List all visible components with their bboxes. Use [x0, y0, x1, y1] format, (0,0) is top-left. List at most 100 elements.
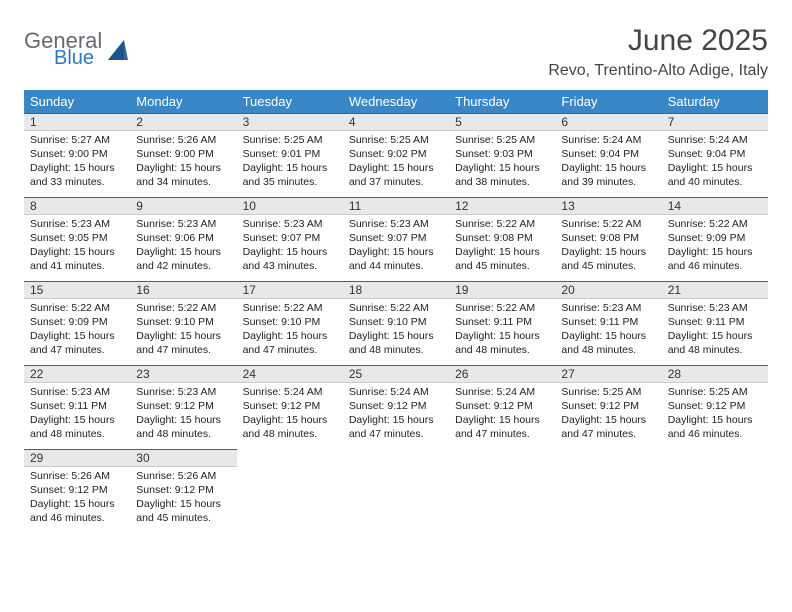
calendar-cell: 27 Sunrise: 5:25 AMSunset: 9:12 PMDayligh…	[555, 365, 661, 449]
sunrise-line: Sunrise: 5:22 AM	[349, 302, 443, 316]
sunrise-line: Sunrise: 5:23 AM	[30, 218, 124, 232]
sunrise-line: Sunrise: 5:25 AM	[561, 386, 655, 400]
daylight-line: Daylight: 15 hours and 47 minutes.	[243, 330, 337, 358]
day-number: 28	[662, 365, 768, 383]
daylight-line: Daylight: 15 hours and 43 minutes.	[243, 246, 337, 274]
day-details: Sunrise: 5:23 AMSunset: 9:11 PMDaylight:…	[662, 299, 768, 361]
sunrise-line: Sunrise: 5:23 AM	[136, 218, 230, 232]
sunset-line: Sunset: 9:06 PM	[136, 232, 230, 246]
sunrise-line: Sunrise: 5:23 AM	[668, 302, 762, 316]
calendar-cell: 18Sunrise: 5:22 AMSunset: 9:10 PMDayligh…	[343, 281, 449, 365]
calendar-cell: 9Sunrise: 5:23 AMSunset: 9:06 PMDaylight…	[130, 197, 236, 281]
day-number: 12	[449, 197, 555, 215]
sunrise-line: Sunrise: 5:22 AM	[455, 218, 549, 232]
daylight-line: Daylight: 15 hours and 48 minutes.	[455, 330, 549, 358]
sunrise-line: Sunrise: 5:23 AM	[561, 302, 655, 316]
sunrise-line: Sunrise: 5:26 AM	[136, 470, 230, 484]
day-number: 9	[130, 197, 236, 215]
daylight-line: Daylight: 15 hours and 47 minutes.	[561, 414, 655, 442]
sunrise-line: Sunrise: 5:22 AM	[668, 218, 762, 232]
day-number: 16	[130, 281, 236, 299]
sunset-line: Sunset: 9:12 PM	[136, 484, 230, 498]
day-number: 21	[662, 281, 768, 299]
sunset-line: Sunset: 9:00 PM	[136, 148, 230, 162]
day-number: 4	[343, 113, 449, 131]
daylight-line: Daylight: 15 hours and 39 minutes.	[561, 162, 655, 190]
sunrise-line: Sunrise: 5:23 AM	[136, 386, 230, 400]
sunset-line: Sunset: 9:07 PM	[349, 232, 443, 246]
sunset-line: Sunset: 9:11 PM	[455, 316, 549, 330]
sunrise-line: Sunrise: 5:22 AM	[243, 302, 337, 316]
day-number: 7	[662, 113, 768, 131]
daylight-line: Daylight: 15 hours and 47 minutes.	[349, 414, 443, 442]
day-number: 6	[555, 113, 661, 131]
daylight-line: Daylight: 15 hours and 47 minutes.	[30, 330, 124, 358]
day-details: Sunrise: 5:23 AMSunset: 9:07 PMDaylight:…	[343, 215, 449, 277]
calendar-cell: 24Sunrise: 5:24 AMSunset: 9:12 PMDayligh…	[237, 365, 343, 449]
sunrise-line: Sunrise: 5:22 AM	[561, 218, 655, 232]
sunset-line: Sunset: 9:09 PM	[30, 316, 124, 330]
sunrise-line: Sunrise: 5:23 AM	[349, 218, 443, 232]
day-number: 17	[237, 281, 343, 299]
day-details: Sunrise: 5:24 AMSunset: 9:04 PMDaylight:…	[662, 131, 768, 193]
day-details: Sunrise: 5:24 AMSunset: 9:12 PMDaylight:…	[343, 383, 449, 445]
sunset-line: Sunset: 9:04 PM	[668, 148, 762, 162]
sunset-line: Sunset: 9:12 PM	[243, 400, 337, 414]
calendar-cell	[343, 449, 449, 533]
day-number: 3	[237, 113, 343, 131]
calendar-cell: 14Sunrise: 5:22 AMSunset: 9:09 PMDayligh…	[662, 197, 768, 281]
sunset-line: Sunset: 9:12 PM	[30, 484, 124, 498]
day-details: Sunrise: 5:22 AMSunset: 9:11 PMDaylight:…	[449, 299, 555, 361]
day-number: 25	[343, 365, 449, 383]
daylight-line: Daylight: 15 hours and 48 minutes.	[561, 330, 655, 358]
daylight-line: Daylight: 15 hours and 48 minutes.	[668, 330, 762, 358]
day-details: Sunrise: 5:23 AMSunset: 9:12 PMDaylight:…	[130, 383, 236, 445]
calendar-cell: 13Sunrise: 5:22 AMSunset: 9:08 PMDayligh…	[555, 197, 661, 281]
day-number: 10	[237, 197, 343, 215]
calendar-cell: 10Sunrise: 5:23 AMSunset: 9:07 PMDayligh…	[237, 197, 343, 281]
day-details: Sunrise: 5:25 AMSunset: 9:01 PMDaylight:…	[237, 131, 343, 193]
day-number: 20	[555, 281, 661, 299]
sunrise-line: Sunrise: 5:25 AM	[668, 386, 762, 400]
calendar-cell: 17Sunrise: 5:22 AMSunset: 9:10 PMDayligh…	[237, 281, 343, 365]
calendar-week-row: 22Sunrise: 5:23 AMSunset: 9:11 PMDayligh…	[24, 365, 768, 449]
header: General Blue June 2025 Revo, Trentino-Al…	[24, 24, 768, 80]
day-details: Sunrise: 5:22 AMSunset: 9:10 PMDaylight:…	[237, 299, 343, 361]
day-number: 5	[449, 113, 555, 131]
calendar-cell	[555, 449, 661, 533]
day-number: 27	[555, 365, 661, 383]
day-number: 2	[130, 113, 236, 131]
day-details: Sunrise: 5:24 AMSunset: 9:12 PMDaylight:…	[237, 383, 343, 445]
day-details: Sunrise: 5:24 AMSunset: 9:04 PMDaylight:…	[555, 131, 661, 193]
weekday-header: Wednesday	[343, 90, 449, 113]
calendar-cell: 19Sunrise: 5:22 AMSunset: 9:11 PMDayligh…	[449, 281, 555, 365]
calendar-cell: 25Sunrise: 5:24 AMSunset: 9:12 PMDayligh…	[343, 365, 449, 449]
calendar-cell	[237, 449, 343, 533]
weekday-header: Sunday	[24, 90, 130, 113]
daylight-line: Daylight: 15 hours and 48 minutes.	[243, 414, 337, 442]
calendar-cell: 28Sunrise: 5:25 AMSunset: 9:12 PMDayligh…	[662, 365, 768, 449]
sunset-line: Sunset: 9:07 PM	[243, 232, 337, 246]
sunrise-line: Sunrise: 5:26 AM	[30, 470, 124, 484]
day-number: 29	[24, 449, 130, 467]
daylight-line: Daylight: 15 hours and 38 minutes.	[455, 162, 549, 190]
daylight-line: Daylight: 15 hours and 45 minutes.	[455, 246, 549, 274]
calendar-cell: 29Sunrise: 5:26 AMSunset: 9:12 PMDayligh…	[24, 449, 130, 533]
calendar-week-row: 1Sunrise: 5:27 AMSunset: 9:00 PMDaylight…	[24, 113, 768, 197]
day-number: 14	[662, 197, 768, 215]
sunset-line: Sunset: 9:08 PM	[455, 232, 549, 246]
calendar-cell: 6Sunrise: 5:24 AMSunset: 9:04 PMDaylight…	[555, 113, 661, 197]
daylight-line: Daylight: 15 hours and 33 minutes.	[30, 162, 124, 190]
weekday-header: Tuesday	[237, 90, 343, 113]
calendar-cell: 26Sunrise: 5:24 AMSunset: 9:12 PMDayligh…	[449, 365, 555, 449]
day-details: Sunrise: 5:26 AMSunset: 9:12 PMDaylight:…	[24, 467, 130, 529]
sunset-line: Sunset: 9:08 PM	[561, 232, 655, 246]
daylight-line: Daylight: 15 hours and 45 minutes.	[561, 246, 655, 274]
weekday-header: Thursday	[449, 90, 555, 113]
day-details: Sunrise: 5:25 AMSunset: 9:03 PMDaylight:…	[449, 131, 555, 193]
calendar-cell: 2Sunrise: 5:26 AMSunset: 9:00 PMDaylight…	[130, 113, 236, 197]
day-details: Sunrise: 5:22 AMSunset: 9:09 PMDaylight:…	[24, 299, 130, 361]
sunrise-line: Sunrise: 5:24 AM	[561, 134, 655, 148]
calendar-week-row: 8Sunrise: 5:23 AMSunset: 9:05 PMDaylight…	[24, 197, 768, 281]
sunset-line: Sunset: 9:12 PM	[561, 400, 655, 414]
